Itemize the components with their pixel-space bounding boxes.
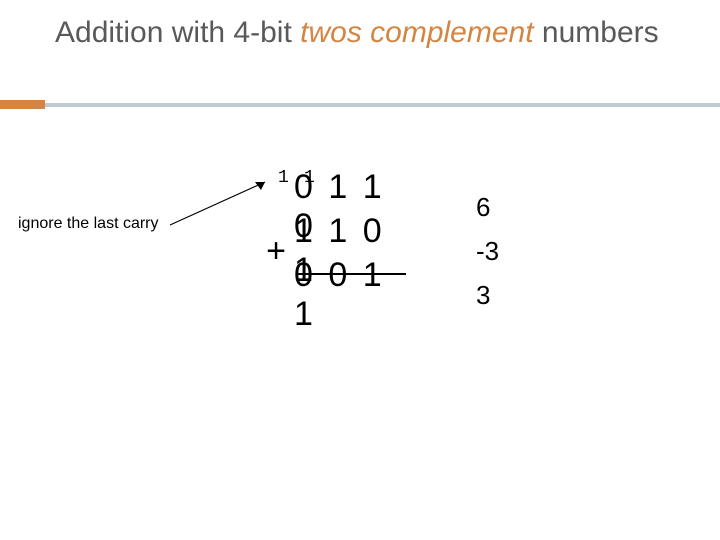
addition-underline [298, 273, 406, 275]
divider-line [45, 103, 720, 107]
addition-table: 0 1 1 0 6 + 1 1 0 1 -3 0 0 1 1 3 [256, 185, 516, 317]
title-suffix: numbers [534, 16, 659, 49]
addend-1-decimal: 6 [476, 192, 516, 223]
divider-accent-block [0, 100, 45, 109]
result-row: 0 0 1 1 3 [256, 273, 516, 317]
header-divider [0, 100, 720, 109]
result-binary: 0 0 1 1 [294, 256, 414, 334]
plus-sign: + [256, 232, 294, 271]
slide-title: Addition with 4-bit twos complement numb… [55, 14, 675, 52]
carry-annotation: ignore the last carry [18, 215, 159, 233]
divider-line-wrap [45, 100, 720, 109]
slide-title-area: Addition with 4-bit twos complement numb… [55, 14, 675, 52]
title-prefix: Addition with 4-bit [55, 16, 300, 49]
title-italic: twos complement [300, 16, 533, 49]
addend-2-decimal: -3 [476, 236, 516, 267]
result-decimal: 3 [476, 280, 516, 311]
